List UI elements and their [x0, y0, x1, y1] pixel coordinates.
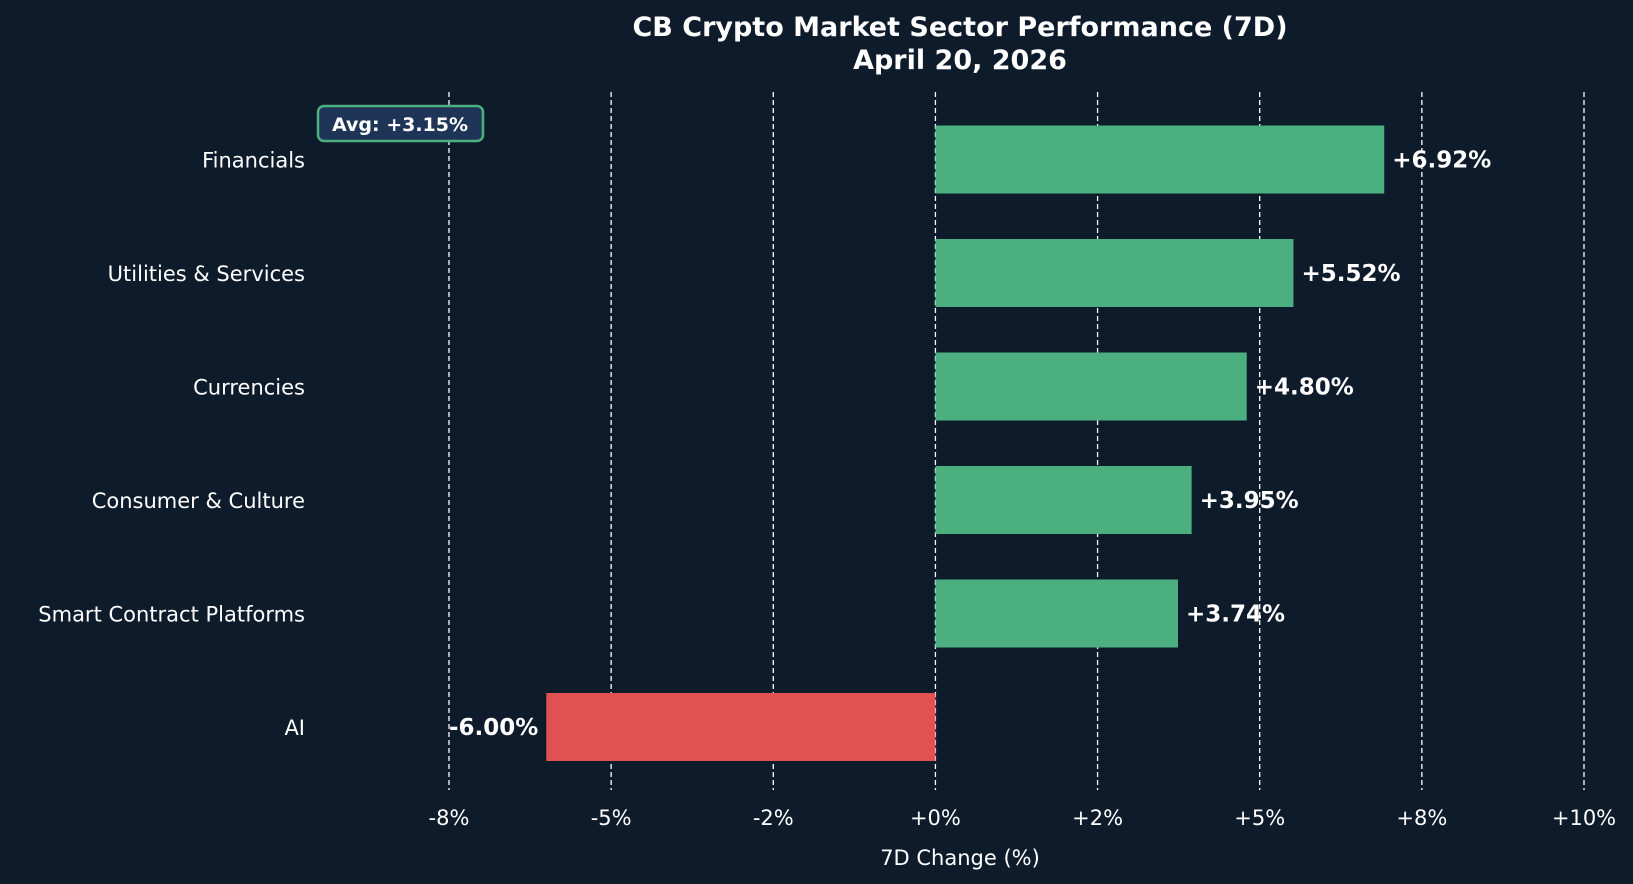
- value-label-2: +4.80%: [1255, 375, 1354, 401]
- value-label-3: +3.95%: [1200, 488, 1299, 514]
- value-labels: +6.92% +5.52% +4.80% +3.95% +3.74% -6.00%: [449, 148, 1491, 742]
- x-tick-label-3: +0%: [910, 806, 961, 830]
- grid-lines: [448, 92, 1585, 790]
- x-tick-label-2: -2%: [753, 806, 794, 830]
- bar-2: [935, 352, 1247, 421]
- bar-4: [935, 579, 1178, 648]
- value-label-0: +6.92%: [1392, 148, 1491, 174]
- value-label-4: +3.74%: [1186, 602, 1285, 628]
- x-tick-label-6: +8%: [1396, 806, 1447, 830]
- category-label-0: Financials: [202, 149, 305, 173]
- value-label-5: -6.00%: [449, 715, 538, 741]
- x-tick-labels: -8% -5% -2% +0% +2% +5% +8% +10%: [429, 806, 1617, 830]
- average-annotation-text: Avg: +3.15%: [332, 114, 468, 136]
- x-tick-label-0: -8%: [429, 806, 470, 830]
- chart-title: CB Crypto Market Sector Performance (7D): [632, 12, 1287, 43]
- value-label-1: +5.52%: [1301, 261, 1400, 287]
- category-label-3: Consumer & Culture: [92, 489, 305, 513]
- category-labels: Financials Utilities & Services Currencies…: [38, 149, 305, 741]
- x-tick-label-4: +2%: [1072, 806, 1123, 830]
- chart-subtitle: April 20, 2026: [853, 45, 1067, 76]
- bar-0: [935, 125, 1385, 194]
- bar-1: [935, 239, 1294, 307]
- x-tick-label-7: +10%: [1552, 806, 1616, 830]
- category-label-4: Smart Contract Platforms: [38, 603, 305, 627]
- average-annotation-box: [316, 104, 485, 143]
- bars: [546, 125, 1385, 761]
- x-axis-label: 7D Change (%): [880, 846, 1040, 870]
- bar-5: [546, 693, 936, 761]
- category-label-5: AI: [284, 716, 305, 740]
- category-label-1: Utilities & Services: [108, 262, 305, 286]
- x-tick-label-5: +5%: [1234, 806, 1285, 830]
- bar-3: [935, 466, 1192, 534]
- average-annotation: Avg: +3.15%: [316, 104, 485, 143]
- x-tick-label-1: -5%: [591, 806, 632, 830]
- category-label-2: Currencies: [193, 376, 305, 400]
